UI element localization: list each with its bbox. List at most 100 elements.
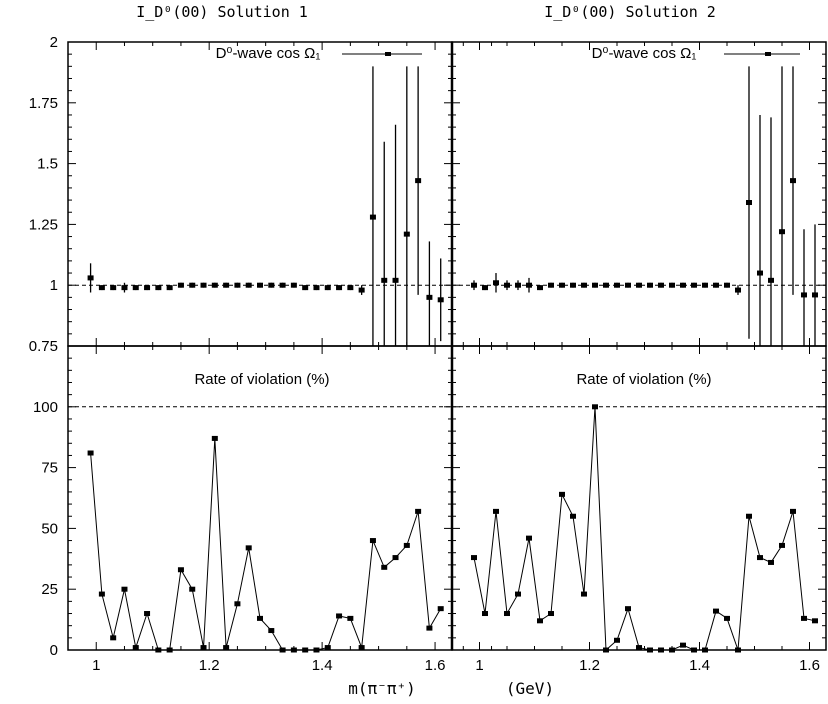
data-point <box>144 611 151 617</box>
data-point <box>381 277 388 283</box>
data-point <box>570 282 576 288</box>
data-point <box>234 282 241 288</box>
data-point <box>279 282 286 288</box>
data-point <box>223 645 230 651</box>
data-point <box>166 285 173 291</box>
data-point <box>110 635 117 641</box>
data-point <box>548 282 554 288</box>
legend-label-left: D⁰-wave cos Ω₁ <box>216 45 321 62</box>
data-point <box>636 282 642 288</box>
data-point <box>336 285 343 291</box>
data-point <box>211 435 218 441</box>
frame-top-right <box>451 41 827 347</box>
data-point <box>482 285 488 291</box>
y-tick-label: 1 <box>50 277 58 294</box>
data-point <box>526 282 532 288</box>
data-point <box>790 178 796 184</box>
data-point <box>526 535 532 541</box>
data-point <box>392 555 399 561</box>
data-point <box>592 404 598 410</box>
data-point <box>603 647 609 653</box>
data-point <box>313 647 320 653</box>
data-point <box>746 513 752 519</box>
data-point <box>669 647 675 653</box>
data-point <box>713 282 719 288</box>
y-tick-label: 0 <box>50 642 58 659</box>
data-point <box>87 275 94 281</box>
data-point <box>757 555 763 561</box>
data-point <box>426 294 433 300</box>
data-point <box>702 282 708 288</box>
data-point <box>369 538 376 544</box>
y-tick-label: 0.75 <box>29 338 58 355</box>
legend-marker-left <box>385 52 391 56</box>
data-point <box>211 282 218 288</box>
data-point <box>268 282 275 288</box>
data-point <box>658 282 664 288</box>
data-point <box>132 645 139 651</box>
data-point <box>581 591 587 597</box>
data-point <box>724 615 730 621</box>
data-point <box>471 555 477 561</box>
data-point <box>713 608 719 614</box>
data-point <box>189 282 196 288</box>
data-point <box>570 513 576 519</box>
data-point <box>403 231 410 237</box>
title-solution-1: I_D⁰(00) Solution 1 <box>136 3 308 21</box>
data-point <box>223 282 230 288</box>
frame-bottom-left <box>67 345 453 651</box>
data-point <box>200 645 207 651</box>
data-point <box>290 282 297 288</box>
x-tick-label: 1.4 <box>689 657 710 674</box>
data-point <box>658 647 664 653</box>
data-point <box>702 647 708 653</box>
data-point <box>757 270 763 276</box>
data-point <box>779 542 785 548</box>
data-point <box>504 282 510 288</box>
data-point <box>735 647 741 653</box>
data-point <box>801 615 807 621</box>
legend-top-left: D⁰-wave cos Ω₁ <box>216 45 422 62</box>
data-point <box>493 508 499 514</box>
data-point <box>234 601 241 607</box>
data-point <box>625 282 631 288</box>
data-point <box>245 545 252 551</box>
data-point <box>592 282 598 288</box>
data-point <box>358 287 365 293</box>
x-tick-label: 1.2 <box>579 657 600 674</box>
data-point <box>647 282 653 288</box>
series-line <box>473 406 816 652</box>
data-point <box>581 282 587 288</box>
data-point <box>257 615 263 621</box>
data-point <box>515 282 521 288</box>
y-tick-label: 25 <box>41 581 58 598</box>
data-point <box>279 647 286 653</box>
data-point <box>691 282 697 288</box>
data-point <box>177 282 184 288</box>
data-point <box>559 282 565 288</box>
data-point <box>155 285 162 291</box>
data-point <box>724 282 730 288</box>
data-point <box>735 287 741 293</box>
data-point <box>87 450 94 456</box>
data-point <box>132 285 139 291</box>
data-point <box>336 613 343 619</box>
data-point <box>324 285 331 291</box>
y-tick-label: 50 <box>41 520 58 537</box>
chart-marks: 0.75 1 1.25 1.5 1.75 2 0 25 50 75 100 1 1.2 1.4 1.6 1 1.… <box>29 34 826 674</box>
x-axis-unit: (GeV) <box>506 679 554 698</box>
x-tick-label: 1 <box>92 657 100 674</box>
data-point <box>290 647 297 653</box>
data-point <box>347 285 354 291</box>
y-tick-label: 75 <box>41 460 58 477</box>
x-axis-label: m(π⁻π⁺) <box>348 679 415 698</box>
data-point <box>121 285 128 291</box>
legend-marker-right <box>765 52 771 56</box>
data-point <box>812 292 818 298</box>
frame-top-left <box>67 41 453 347</box>
data-point <box>245 282 252 288</box>
data-point <box>324 645 331 651</box>
x-tick-label: 1.6 <box>799 657 820 674</box>
data-point <box>680 282 686 288</box>
